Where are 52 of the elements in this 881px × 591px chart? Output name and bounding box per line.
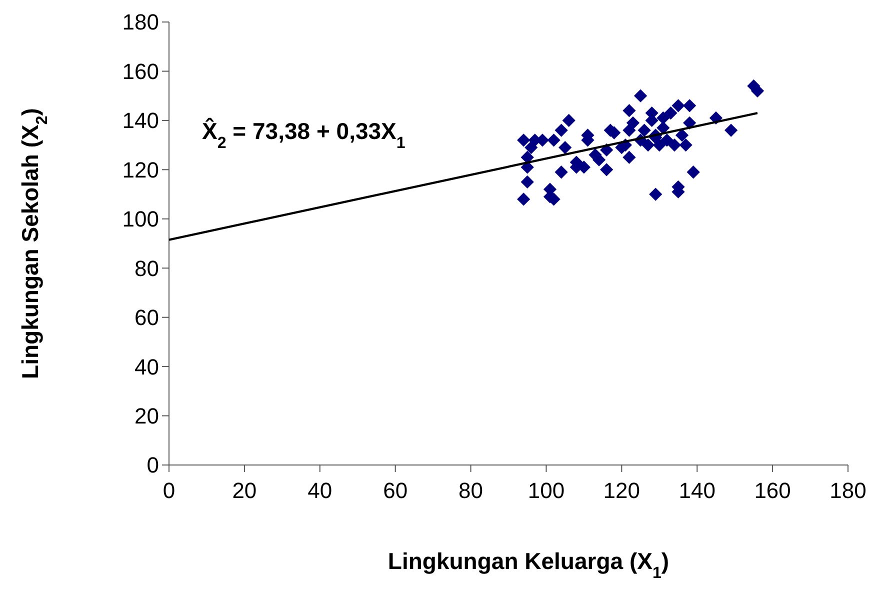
point (562, 114, 576, 128)
y-tick-label: 80 (134, 256, 159, 281)
point (547, 134, 560, 147)
point (652, 138, 666, 152)
point (554, 124, 568, 137)
point (524, 140, 538, 154)
point (649, 188, 662, 201)
y-tick-label: 60 (134, 305, 159, 330)
x-tick-label: 60 (383, 478, 408, 503)
point (724, 124, 738, 137)
point (686, 166, 700, 179)
y-tick-label: 180 (122, 10, 159, 35)
point (660, 134, 674, 147)
point (668, 138, 682, 152)
point (622, 104, 636, 118)
point (683, 99, 696, 112)
point (600, 163, 614, 176)
point (520, 150, 534, 164)
x-tick-label: 180 (830, 478, 866, 503)
point (558, 140, 572, 154)
point (679, 138, 692, 152)
point (683, 116, 696, 130)
y-tick-label: 160 (122, 58, 159, 84)
x-axis-title: Lingkungan Keluarga (X$_{1}$) (388, 548, 670, 582)
point (517, 192, 530, 206)
x-tick-label: 20 (232, 478, 257, 503)
point (638, 124, 651, 137)
y-tick-label: 120 (122, 157, 159, 182)
point (622, 150, 636, 164)
y-tick-label: 100 (122, 206, 159, 232)
point (656, 111, 670, 125)
x-tick-label: 40 (308, 478, 332, 503)
x-tick-label: 80 (458, 478, 484, 503)
point (634, 89, 648, 102)
x-tick-label: 100 (528, 478, 565, 503)
y-tick-label: 20 (134, 403, 159, 428)
y-tick-label: 40 (134, 354, 159, 380)
y-tick-label: 140 (122, 108, 159, 134)
x-tick-label: 160 (754, 478, 791, 503)
x-tick-label: 0 (162, 478, 176, 503)
annotation: X̂$_{2}$ = 73,38 + 0,33X$_{1}$ (202, 116, 406, 152)
point (664, 106, 678, 120)
point (520, 175, 534, 189)
point (675, 128, 689, 142)
point (672, 99, 685, 112)
y-tick-label: 0 (146, 452, 159, 478)
x-tick-label: 140 (678, 478, 716, 503)
point (642, 138, 655, 152)
point (517, 134, 530, 147)
point (554, 166, 568, 179)
point (626, 116, 640, 130)
x-tick-label: 120 (603, 478, 640, 503)
